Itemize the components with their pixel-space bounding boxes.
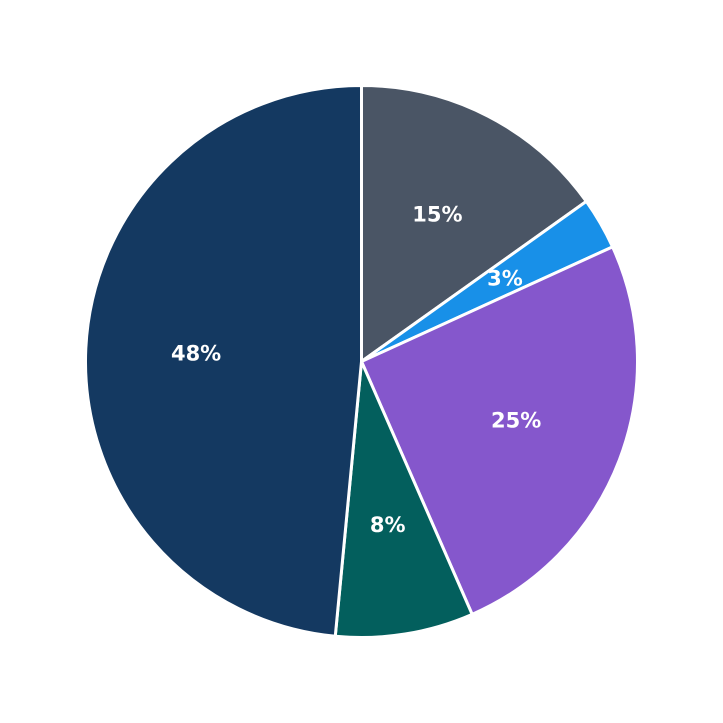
- labels-layer: 15% 3% 25% 8% 48%: [171, 202, 541, 537]
- pie-slice-label-3: 8%: [370, 513, 406, 537]
- pie-slice-0: [360, 84, 588, 363]
- pie-slice-label-2: 25%: [491, 409, 541, 433]
- pie-slice-3: [333, 360, 474, 639]
- pie-slice-label-4: 48%: [171, 342, 221, 366]
- pie-slice-label-0: 15%: [412, 202, 462, 226]
- pie-slice-label-1: 3%: [487, 267, 523, 291]
- pie-slice-4: [84, 84, 363, 638]
- pie-slice-2: [360, 245, 639, 616]
- slices-layer: [84, 84, 639, 639]
